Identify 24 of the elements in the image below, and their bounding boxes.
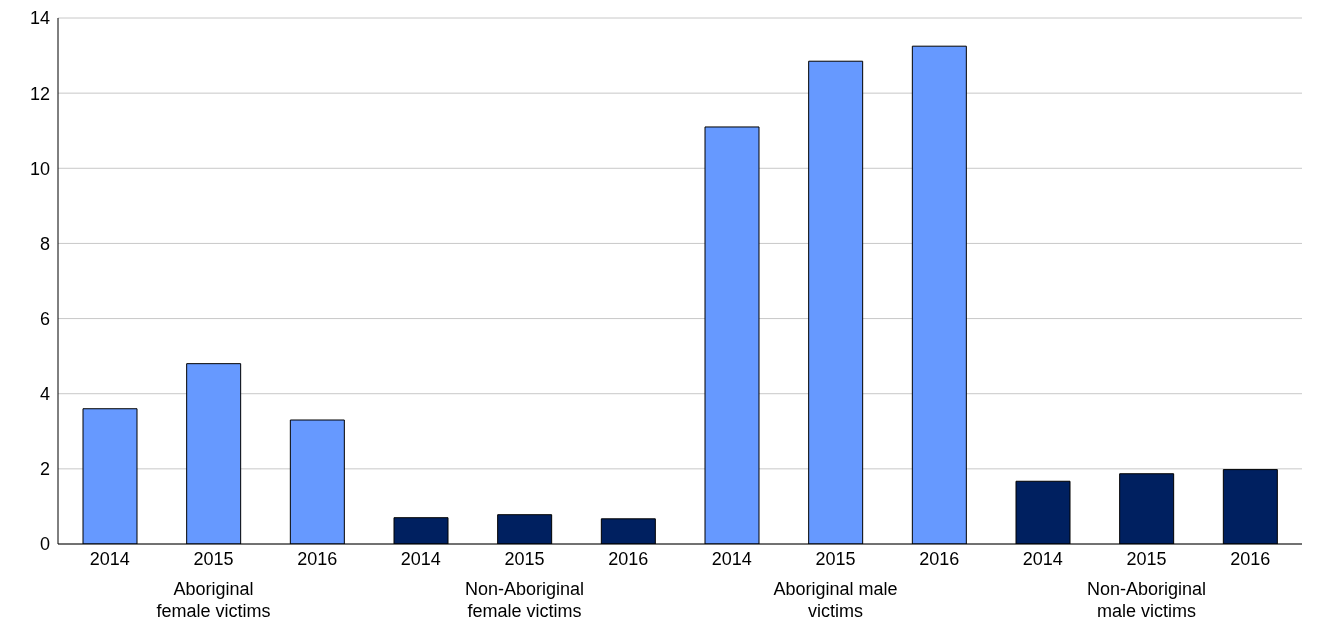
y-tick-label: 0	[39, 534, 50, 555]
y-tick-label: 4	[39, 384, 50, 405]
x-tick-label: 2016	[297, 548, 338, 569]
x-tick-label: 2014	[1022, 548, 1063, 569]
text: Non-Aboriginal female victims	[463, 578, 586, 622]
x-tick-label: 2015	[1126, 548, 1167, 569]
x-tick-label: 2015	[504, 548, 545, 569]
y-tick-label: 8	[39, 233, 50, 254]
x-tick-label: 2016	[919, 548, 960, 569]
y-tick-label: 12	[29, 83, 50, 104]
text: Aboriginal female victims	[155, 578, 272, 622]
y-tick-label: 2	[39, 459, 50, 480]
x-tick-label: 2016	[608, 548, 649, 569]
y-tick-label: 6	[39, 308, 50, 329]
y-tick-label: 10	[29, 158, 50, 179]
x-tick-label: 2015	[815, 548, 856, 569]
x-tick-label: 2015	[193, 548, 234, 569]
text: Aboriginal male victims	[772, 578, 899, 622]
x-tick-label: 2016	[1230, 548, 1271, 569]
x-tick-label: 2014	[400, 548, 441, 569]
y-tick-label: 14	[29, 8, 50, 29]
x-tick-label: 2014	[89, 548, 130, 569]
x-tick-label: 2014	[711, 548, 752, 569]
text: Non-Aboriginal male victims	[1085, 578, 1208, 622]
